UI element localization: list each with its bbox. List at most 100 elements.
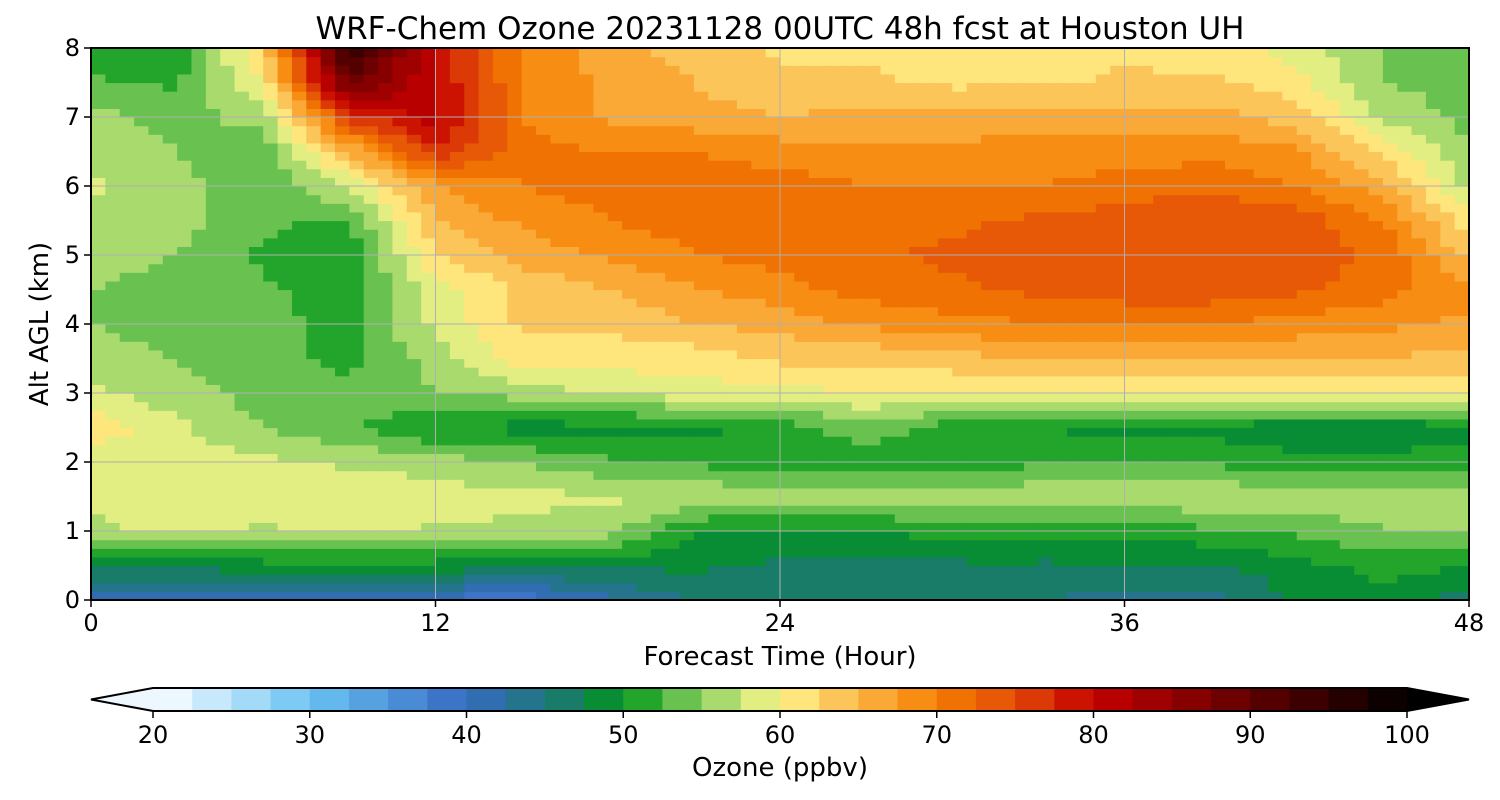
heatmap-cell bbox=[1325, 203, 1341, 213]
heatmap-cell bbox=[1124, 246, 1140, 256]
heatmap-cell bbox=[234, 410, 250, 420]
heatmap-cell bbox=[1282, 324, 1298, 334]
heatmap-cell bbox=[435, 298, 451, 308]
heatmap-cell bbox=[679, 151, 695, 161]
heatmap-cell bbox=[421, 168, 437, 178]
heatmap-cell bbox=[636, 496, 652, 506]
heatmap-cell bbox=[1196, 263, 1212, 273]
heatmap-cell bbox=[521, 349, 537, 360]
heatmap-cell bbox=[234, 289, 250, 299]
heatmap-cell bbox=[291, 272, 307, 282]
heatmap-cell bbox=[1239, 306, 1255, 316]
heatmap-cell bbox=[320, 444, 336, 454]
heatmap-cell bbox=[492, 410, 508, 420]
heatmap-cell bbox=[421, 487, 437, 498]
heatmap-cell bbox=[435, 272, 451, 282]
heatmap-cell bbox=[1095, 591, 1111, 600]
heatmap-cell bbox=[880, 237, 896, 247]
heatmap-cell bbox=[378, 522, 394, 532]
heatmap-cell bbox=[622, 367, 638, 377]
heatmap-cell bbox=[722, 401, 738, 411]
heatmap-cell bbox=[1138, 280, 1154, 291]
heatmap-cell bbox=[1239, 367, 1255, 377]
heatmap-cell bbox=[1009, 582, 1025, 592]
heatmap-cell bbox=[1311, 548, 1327, 558]
heatmap-cell bbox=[751, 177, 767, 187]
heatmap-cell bbox=[464, 211, 480, 222]
heatmap-cell bbox=[808, 151, 824, 161]
heatmap-cell bbox=[722, 203, 738, 213]
heatmap-cell bbox=[306, 522, 322, 532]
heatmap-cell bbox=[952, 315, 968, 325]
heatmap-cell bbox=[277, 531, 293, 541]
heatmap-cell bbox=[780, 332, 795, 342]
heatmap-cell bbox=[665, 315, 681, 325]
heatmap-cell bbox=[91, 324, 106, 334]
heatmap-cell bbox=[119, 324, 135, 334]
heatmap-cell bbox=[521, 496, 537, 506]
heatmap-cell bbox=[995, 263, 1011, 273]
heatmap-cell bbox=[1368, 582, 1384, 592]
heatmap-cell bbox=[148, 211, 164, 222]
heatmap-cell bbox=[937, 453, 953, 463]
heatmap-cell bbox=[162, 505, 178, 515]
heatmap-cell bbox=[736, 341, 752, 351]
heatmap-cell bbox=[205, 513, 221, 523]
heatmap-cell bbox=[1038, 306, 1054, 316]
heatmap-cell bbox=[937, 531, 953, 541]
heatmap-cell bbox=[751, 591, 767, 600]
heatmap-cell bbox=[1454, 177, 1469, 187]
heatmap-cell bbox=[1368, 229, 1384, 239]
heatmap-cell bbox=[1124, 341, 1140, 351]
heatmap-cell bbox=[995, 496, 1011, 506]
heatmap-cell bbox=[1368, 427, 1384, 437]
heatmap-cell bbox=[1024, 211, 1039, 222]
heatmap-cell bbox=[708, 444, 724, 454]
heatmap-cell bbox=[937, 177, 953, 187]
heatmap-cell bbox=[1411, 453, 1427, 463]
heatmap-cell bbox=[220, 436, 236, 446]
heatmap-cell bbox=[1167, 280, 1183, 291]
heatmap-cell bbox=[148, 539, 164, 549]
heatmap-cell bbox=[995, 349, 1011, 360]
heatmap-cell bbox=[1196, 358, 1212, 368]
heatmap-cell bbox=[708, 255, 724, 265]
heatmap-cell bbox=[1138, 367, 1154, 377]
heatmap-cell bbox=[335, 332, 350, 342]
heatmap-cell bbox=[1009, 315, 1025, 325]
heatmap-cell bbox=[564, 470, 580, 480]
heatmap-cell bbox=[679, 462, 695, 472]
heatmap-cell bbox=[780, 229, 795, 239]
heatmap-cell bbox=[220, 203, 236, 213]
heatmap-cell bbox=[579, 168, 594, 178]
heatmap-cell bbox=[880, 393, 896, 403]
heatmap-cell bbox=[406, 401, 422, 411]
heatmap-cell bbox=[593, 410, 609, 420]
heatmap-cell bbox=[1210, 556, 1226, 567]
heatmap-cell bbox=[952, 246, 968, 256]
heatmap-cell bbox=[1296, 539, 1312, 549]
heatmap-cell bbox=[306, 203, 322, 213]
heatmap-cell bbox=[421, 255, 437, 265]
heatmap-cell bbox=[535, 496, 551, 506]
heatmap-cell bbox=[392, 582, 408, 592]
heatmap-cell bbox=[1052, 418, 1068, 429]
heatmap-cell bbox=[880, 574, 896, 584]
heatmap-cell bbox=[1253, 401, 1269, 411]
heatmap-cell bbox=[220, 401, 236, 411]
heatmap-cell bbox=[1368, 289, 1384, 299]
heatmap-cell bbox=[894, 531, 910, 541]
heatmap-cell bbox=[291, 470, 307, 480]
heatmap-cell bbox=[449, 418, 465, 429]
heatmap-cell bbox=[1196, 591, 1212, 600]
heatmap-cell bbox=[894, 410, 910, 420]
heatmap-cell bbox=[1282, 565, 1298, 575]
heatmap-cell bbox=[1067, 177, 1083, 187]
heatmap-cell bbox=[478, 582, 494, 592]
heatmap-cell bbox=[277, 186, 293, 196]
heatmap-cell bbox=[492, 367, 508, 377]
heatmap-cell bbox=[1253, 194, 1269, 204]
heatmap-cell bbox=[1210, 306, 1226, 316]
heatmap-cell bbox=[1224, 332, 1240, 342]
heatmap-cell bbox=[1067, 513, 1083, 523]
